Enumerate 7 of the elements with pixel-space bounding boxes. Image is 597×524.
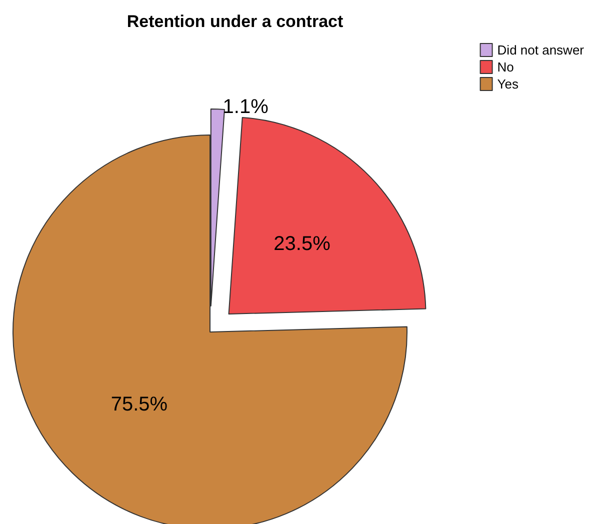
chart-title: Retention under a contract xyxy=(126,12,344,31)
legend-label: No xyxy=(497,60,514,74)
data-label: 23.5% xyxy=(274,232,331,255)
legend-label: Did not answer xyxy=(497,42,585,58)
data-label: 1.1% xyxy=(222,96,269,118)
data-label: 75.5% xyxy=(110,394,168,416)
legend-label: Yes xyxy=(497,76,519,92)
